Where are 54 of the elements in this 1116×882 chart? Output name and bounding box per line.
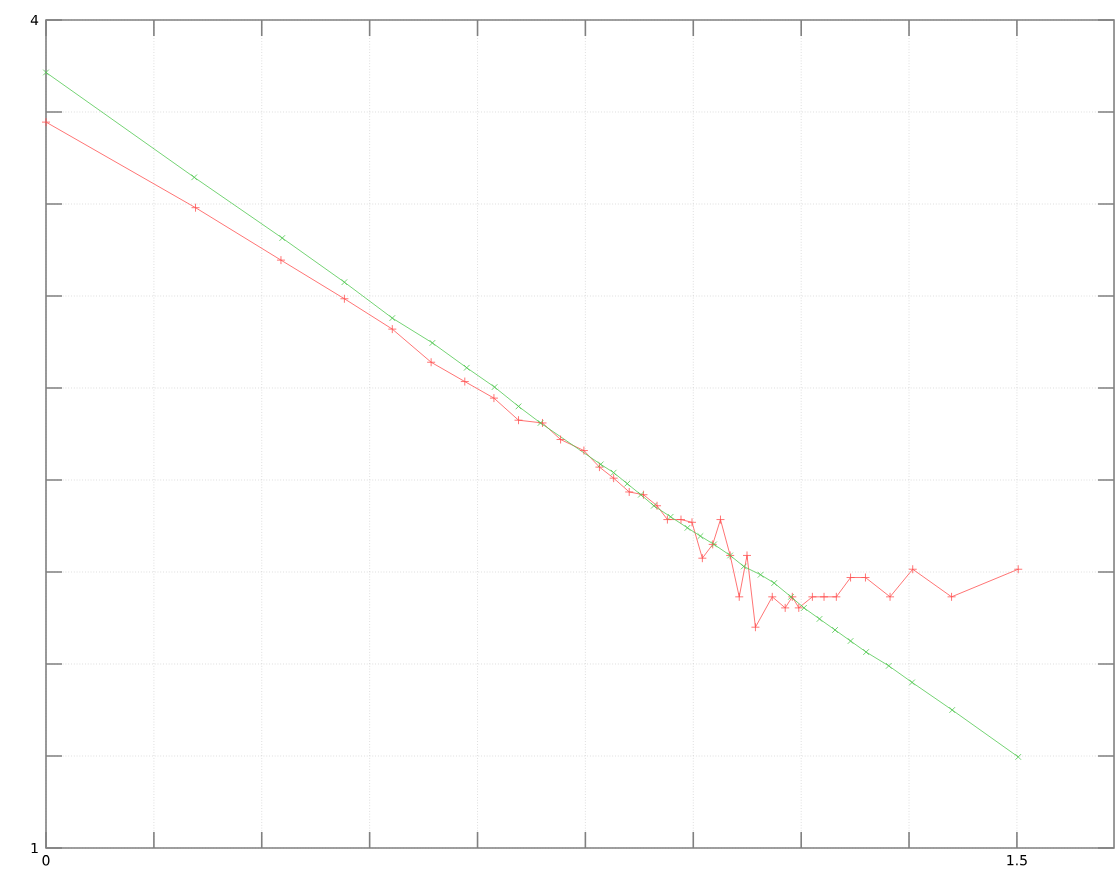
point xyxy=(908,679,916,686)
point xyxy=(770,579,778,587)
point xyxy=(191,203,200,213)
point xyxy=(861,573,870,582)
point xyxy=(846,573,855,582)
point xyxy=(742,551,752,560)
point xyxy=(816,615,823,623)
point xyxy=(279,234,286,242)
point xyxy=(609,473,619,483)
point xyxy=(847,637,854,645)
point xyxy=(819,592,829,602)
point xyxy=(515,403,522,410)
point xyxy=(807,592,817,602)
point xyxy=(387,324,397,334)
point xyxy=(740,563,747,570)
point xyxy=(697,532,704,540)
point xyxy=(341,278,348,286)
point xyxy=(460,377,470,386)
point xyxy=(800,604,808,612)
point xyxy=(831,626,839,634)
point xyxy=(662,515,672,524)
point xyxy=(340,294,349,304)
point xyxy=(751,622,760,632)
point xyxy=(697,553,707,563)
point xyxy=(624,487,634,497)
point xyxy=(276,255,286,265)
point xyxy=(780,603,790,613)
point xyxy=(429,339,436,347)
point xyxy=(687,517,697,527)
point xyxy=(767,592,777,602)
point xyxy=(624,480,631,487)
point xyxy=(676,515,686,524)
point xyxy=(579,446,589,455)
point xyxy=(908,564,918,574)
point xyxy=(734,592,744,602)
point xyxy=(389,314,396,322)
point xyxy=(885,592,895,602)
point xyxy=(610,469,617,476)
point xyxy=(947,592,956,602)
point xyxy=(491,383,498,391)
point xyxy=(831,592,841,602)
point xyxy=(948,706,956,714)
point xyxy=(684,524,691,532)
point xyxy=(191,174,198,181)
point xyxy=(556,435,565,444)
point xyxy=(514,415,523,425)
point xyxy=(862,648,870,656)
point xyxy=(885,662,892,670)
point xyxy=(757,571,764,578)
point xyxy=(463,364,470,371)
point xyxy=(794,603,804,613)
point xyxy=(489,393,499,403)
point xyxy=(426,357,436,367)
point xyxy=(716,515,725,524)
